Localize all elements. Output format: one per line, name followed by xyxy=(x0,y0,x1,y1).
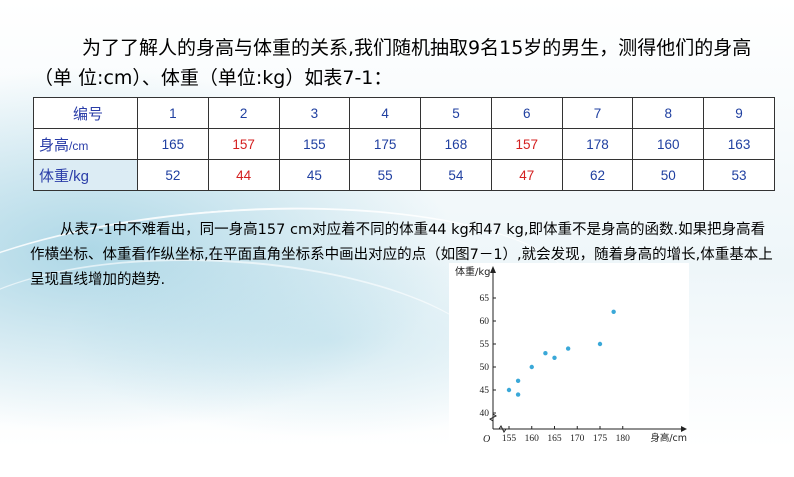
table-cell: 175 xyxy=(349,128,422,160)
data-table: 编号 1 2 3 4 5 6 7 8 9 身高/cm 165 157 155 175 168 157 178 160… xyxy=(33,97,775,191)
row-header: 身高/cm xyxy=(33,128,138,160)
x-axis-break xyxy=(498,425,507,433)
data-point xyxy=(515,392,521,397)
x-tick-label: 170 xyxy=(570,434,585,444)
y-tick-label: 40 xyxy=(480,409,490,419)
data-point xyxy=(565,346,571,351)
x-tick-label: 155 xyxy=(502,434,517,444)
row-header: 体重/kg xyxy=(33,159,138,191)
table-cell: 4 xyxy=(349,97,422,129)
x-tick-label: 180 xyxy=(616,434,631,444)
data-point xyxy=(552,355,557,360)
table-cell: 50 xyxy=(632,159,705,191)
origin-label: O xyxy=(483,434,490,445)
table-cell: 178 xyxy=(561,128,634,160)
chart-background xyxy=(449,263,689,447)
table-cell: 1 xyxy=(137,97,209,129)
table-cell: 2 xyxy=(207,97,280,129)
table-row: 体重/kg 52 44 45 55 54 47 62 50 53 xyxy=(33,159,775,191)
data-point xyxy=(506,387,512,393)
row-header: 编号 xyxy=(33,97,138,129)
y-axis-label: 体重/kg xyxy=(455,265,491,278)
table-cell: 53 xyxy=(703,159,775,191)
data-point xyxy=(543,351,548,356)
y-tick-label: 65 xyxy=(480,294,490,304)
intro-text: 为了了解人的身高与体重的关系,我们随机抽取9名15岁的男生，测得他们的身高（单 … xyxy=(34,37,752,89)
x-tick-label: 165 xyxy=(547,434,562,444)
table-cell: 55 xyxy=(349,159,422,191)
table-cell: 168 xyxy=(420,128,492,160)
table-cell: 157 xyxy=(490,128,563,160)
x-axis-arrow xyxy=(681,426,687,432)
table-cell: 3 xyxy=(278,97,351,129)
y-axis-break xyxy=(489,413,497,422)
explanation-paragraph: 从表7-1中不难看出，同一身高157 cm对应着不同的体重44 kg和47 kg… xyxy=(30,218,775,293)
table-cell: 155 xyxy=(278,128,351,160)
table-cell: 5 xyxy=(420,97,492,129)
table-row: 编号 1 2 3 4 5 6 7 8 9 xyxy=(33,97,775,129)
y-axis-arrow xyxy=(490,266,496,273)
table-cell: 8 xyxy=(632,97,705,129)
x-axis-label: 身高/cm xyxy=(650,432,687,444)
x-tick-label: 175 xyxy=(593,434,608,444)
y-tick-label: 60 xyxy=(480,317,490,327)
table-cell: 157 xyxy=(207,128,280,160)
y-tick-label: 55 xyxy=(480,340,490,350)
table-cell: 45 xyxy=(278,159,351,191)
table-cell: 163 xyxy=(703,128,775,160)
y-tick-label: 45 xyxy=(480,386,490,396)
table-cell: 7 xyxy=(561,97,634,129)
table-row: 身高/cm 165 157 155 175 168 157 178 160 163 xyxy=(33,128,775,160)
intro-paragraph: 为了了解人的身高与体重的关系,我们随机抽取9名15岁的男生，测得他们的身高（单 … xyxy=(34,33,774,93)
table-cell: 62 xyxy=(561,159,634,191)
y-tick-label: 50 xyxy=(480,363,490,373)
data-point xyxy=(529,364,534,370)
table-cell: 44 xyxy=(207,159,280,191)
table-cell: 165 xyxy=(137,128,209,160)
table-cell: 6 xyxy=(490,97,563,129)
table-cell: 52 xyxy=(137,159,209,191)
scatter-chart: O 155 160 165 170 175 180 40 45 50 55 60 65 体重/kg 身高/c… xyxy=(449,263,689,447)
data-point xyxy=(597,341,603,347)
table-cell: 160 xyxy=(632,128,705,160)
x-tick-label: 160 xyxy=(525,434,540,444)
explanation-text: 从表7-1中不难看出，同一身高157 cm对应着不同的体重44 kg和47 kg… xyxy=(30,222,773,288)
data-point xyxy=(611,309,616,314)
table-cell: 47 xyxy=(490,159,563,191)
data-point xyxy=(515,378,521,383)
table-cell: 54 xyxy=(420,159,492,191)
table-cell: 9 xyxy=(703,97,775,129)
